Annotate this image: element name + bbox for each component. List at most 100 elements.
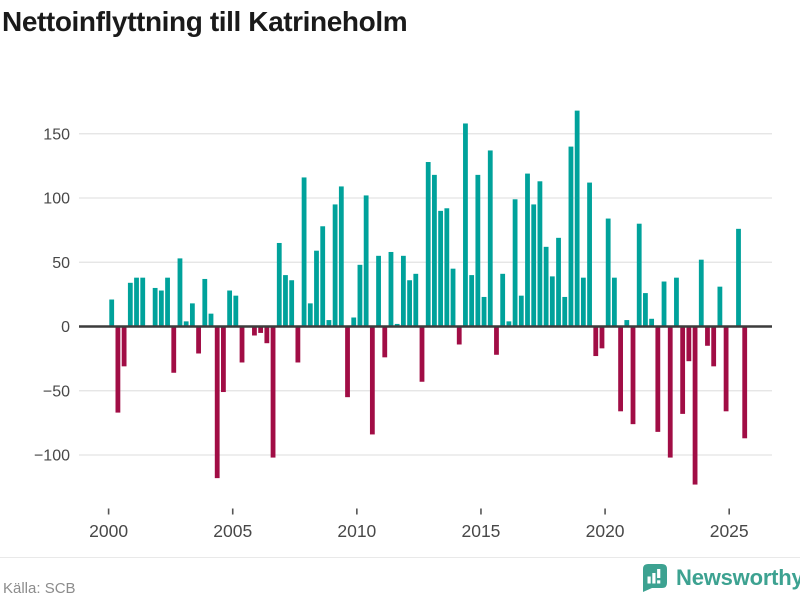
bar [562, 296, 568, 327]
bar [413, 273, 419, 327]
bar [338, 186, 344, 327]
bar [680, 326, 686, 414]
bar [326, 320, 332, 327]
bar [376, 255, 381, 327]
newsworthy-wordmark: Newsworthy [676, 565, 800, 590]
bar [177, 258, 183, 327]
bar [543, 246, 549, 327]
x-axis-tick-label: 2010 [337, 521, 376, 541]
bar [227, 290, 233, 327]
footer-divider [0, 557, 800, 558]
bar [202, 278, 208, 327]
bar [239, 326, 245, 363]
x-axis-tick-label: 2015 [461, 521, 500, 541]
bar [270, 326, 276, 458]
bar [661, 281, 667, 327]
bar [512, 199, 518, 327]
bar [674, 277, 679, 327]
newsworthy-barchart-bubble-icon [643, 564, 667, 592]
bar [630, 326, 636, 425]
bar [189, 303, 195, 327]
bar [208, 313, 214, 327]
bar [500, 273, 506, 327]
bar [667, 326, 673, 458]
bar [301, 177, 307, 327]
bar [283, 275, 288, 327]
bar [469, 275, 475, 327]
bar [587, 182, 592, 327]
bar [165, 277, 170, 327]
source-label: Källa: SCB [3, 580, 76, 597]
bar [171, 326, 177, 373]
bar [221, 326, 226, 393]
bar [419, 326, 425, 382]
bar [450, 268, 456, 327]
bar [351, 317, 357, 327]
bar [481, 296, 487, 327]
bar [717, 286, 723, 327]
bar [252, 326, 257, 336]
bar [537, 181, 543, 327]
bar [183, 321, 189, 327]
bar [196, 326, 201, 354]
bar [599, 326, 605, 349]
bar [456, 326, 462, 345]
bar [494, 326, 499, 355]
bar [723, 326, 729, 412]
x-axis-tick-label: 2020 [586, 521, 625, 541]
y-axis-tick-label: 50 [52, 255, 70, 272]
bar [127, 282, 133, 327]
x-axis-tick-label: 2005 [213, 521, 252, 541]
bar [525, 173, 530, 327]
bar [134, 277, 139, 327]
bar [289, 280, 295, 327]
bar [121, 326, 127, 367]
bar [686, 326, 692, 362]
bar [649, 318, 655, 327]
bar [109, 299, 115, 327]
bar [605, 218, 611, 327]
y-axis-tick-label: 0 [61, 319, 70, 336]
bar [643, 293, 648, 327]
bar [487, 150, 493, 327]
bar [425, 162, 431, 327]
chart-title: Nettoinflyttning till Katrineholm [2, 6, 408, 37]
bar [363, 195, 369, 327]
bar [692, 326, 698, 485]
bar [140, 277, 146, 327]
bar [357, 264, 363, 327]
bar [655, 326, 661, 432]
bar [394, 323, 400, 327]
bar [593, 326, 599, 357]
bar [152, 287, 158, 327]
y-axis-tick-label: 100 [43, 191, 70, 208]
bar [307, 303, 313, 327]
bar [624, 320, 630, 327]
bar [369, 326, 375, 435]
bar [264, 326, 270, 344]
bar [531, 204, 537, 327]
bar [618, 326, 623, 412]
x-axis-tick-label: 2025 [710, 521, 749, 541]
y-axis-tick-label: 150 [43, 126, 70, 143]
bar [549, 276, 555, 327]
bar [332, 204, 338, 327]
bar [432, 174, 437, 327]
bar [276, 242, 282, 327]
bar [705, 326, 710, 346]
bar [698, 259, 704, 327]
bar [568, 146, 574, 327]
y-axis-tick-label: −50 [43, 383, 70, 400]
bar [611, 277, 617, 327]
bar [400, 255, 406, 327]
bar [556, 237, 561, 327]
bar [580, 277, 586, 327]
y-axis-tick-label: −100 [34, 448, 70, 465]
bar [742, 326, 748, 439]
bar [388, 251, 394, 327]
bar [233, 295, 239, 327]
bar [711, 326, 717, 367]
bar [463, 123, 468, 327]
